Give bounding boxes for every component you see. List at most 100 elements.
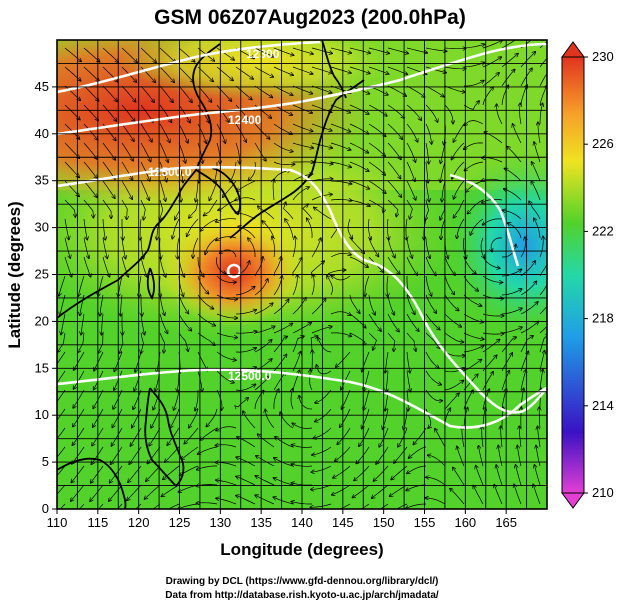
streamline-arrow <box>102 199 111 218</box>
streamline-arrow <box>102 256 110 277</box>
streamline-arrow <box>467 199 484 214</box>
streamline-arrow <box>534 465 541 486</box>
streamline-arrow <box>292 258 302 277</box>
streamline-arrow <box>349 123 369 134</box>
streamline-arrow <box>457 218 465 239</box>
streamline-arrow <box>216 256 225 274</box>
streamline-arrow <box>352 484 370 498</box>
streamline-arrow <box>273 123 292 134</box>
streamline-arrow <box>236 457 256 467</box>
streamline-arrow <box>354 465 370 481</box>
streamline-arrow <box>159 123 170 143</box>
streamline-arrow <box>119 332 124 353</box>
streamline-arrow <box>425 66 446 73</box>
streamline-arrow <box>406 104 421 120</box>
streamline-arrow <box>360 503 370 509</box>
streamline-arrow <box>312 446 332 455</box>
streamline-arrow <box>189 199 199 218</box>
streamline-arrow <box>254 359 272 372</box>
streamline-arrow <box>454 180 465 199</box>
streamline-arrow <box>292 275 297 296</box>
streamline-arrow <box>72 427 85 445</box>
streamline-arrow <box>387 104 404 118</box>
streamline-arrow <box>349 161 369 171</box>
streamline-arrow <box>83 161 97 178</box>
streamline-arrow <box>373 465 389 481</box>
streamline-arrow <box>273 257 281 277</box>
streamline-arrow <box>165 446 180 462</box>
colorbar-tick-label: 226 <box>592 136 614 151</box>
streamline-arrow <box>284 202 294 220</box>
streamline-arrow <box>501 54 518 68</box>
streamline-arrow <box>311 104 332 112</box>
streamline-arrow <box>57 370 66 384</box>
streamline-arrow <box>78 275 85 296</box>
streamline-arrow <box>311 238 321 258</box>
streamline-arrow <box>406 180 416 200</box>
streamline-arrow <box>216 480 237 486</box>
streamline-arrow <box>425 199 429 220</box>
streamline-arrow <box>398 427 408 447</box>
streamline-arrow <box>501 327 522 334</box>
streamline-arrow <box>216 351 236 360</box>
streamline-arrow <box>311 484 332 490</box>
streamline-arrow <box>387 161 401 179</box>
streamline-arrow <box>57 408 66 421</box>
streamline-arrow <box>470 218 484 235</box>
streamline-arrow <box>197 256 204 277</box>
streamline-arrow <box>57 446 66 458</box>
coastline-china <box>57 43 221 319</box>
streamline-arrow <box>501 244 516 258</box>
colorbar-tick-label: 230 <box>592 49 614 64</box>
streamline-arrow <box>539 351 545 372</box>
streamline-arrow <box>462 426 465 448</box>
credit-drawing: Drawing by DCL (https://www.gfd-dennou.o… <box>166 576 439 587</box>
streamline-arrow <box>254 376 270 391</box>
streamline-arrow <box>160 199 164 220</box>
streamline-arrow <box>450 489 465 505</box>
streamline-arrow <box>368 142 385 156</box>
streamline-arrow <box>520 52 535 68</box>
streamline-arrow <box>140 85 154 102</box>
colorbar-bottom-arrow <box>561 492 585 509</box>
streamline-arrow <box>248 161 256 181</box>
streamline-arrow <box>387 256 400 274</box>
streamline-arrow <box>407 465 427 474</box>
streamline-arrow <box>406 256 417 275</box>
streamline-arrow <box>349 180 369 189</box>
x-tick-label: 140 <box>291 515 313 530</box>
temperature-field <box>57 40 547 509</box>
streamline-arrow <box>312 274 314 296</box>
streamline-arrow <box>480 237 484 258</box>
streamline-arrow <box>237 180 256 191</box>
streamline-arrow <box>83 47 100 62</box>
streamline-arrow <box>498 445 503 467</box>
streamline-arrow <box>57 465 66 477</box>
streamline-arrow <box>444 368 465 373</box>
y-tick-label: 35 <box>35 173 49 188</box>
streamline-arrow <box>425 313 440 330</box>
streamline-arrow <box>340 408 351 427</box>
streamline-arrow <box>159 332 164 353</box>
streamline-arrow <box>236 476 256 486</box>
streamline-arrow <box>254 47 274 57</box>
streamline-arrow <box>254 66 273 77</box>
streamline-arrow <box>193 237 199 258</box>
streamline-arrow <box>248 238 256 257</box>
streamline-arrow <box>216 426 237 431</box>
streamline-arrow <box>406 199 413 219</box>
streamline-arrow <box>140 218 141 240</box>
coastline-korea <box>195 167 241 216</box>
contour-12500-north <box>57 165 547 414</box>
streamline-arrow <box>78 332 85 353</box>
y-tick-label: 10 <box>35 407 49 422</box>
credit-data: Data from http://database.rish.kyoto-u.a… <box>165 590 439 601</box>
streamline-arrow <box>159 161 167 182</box>
x-tick-label: 145 <box>332 515 354 530</box>
streamline-arrow <box>79 503 85 509</box>
streamline-arrow <box>144 484 161 499</box>
streamline-arrow <box>337 427 351 444</box>
colorbar-tick-label: 210 <box>592 485 614 500</box>
streamline-arrow <box>140 199 145 220</box>
streamline-arrow <box>174 389 180 410</box>
